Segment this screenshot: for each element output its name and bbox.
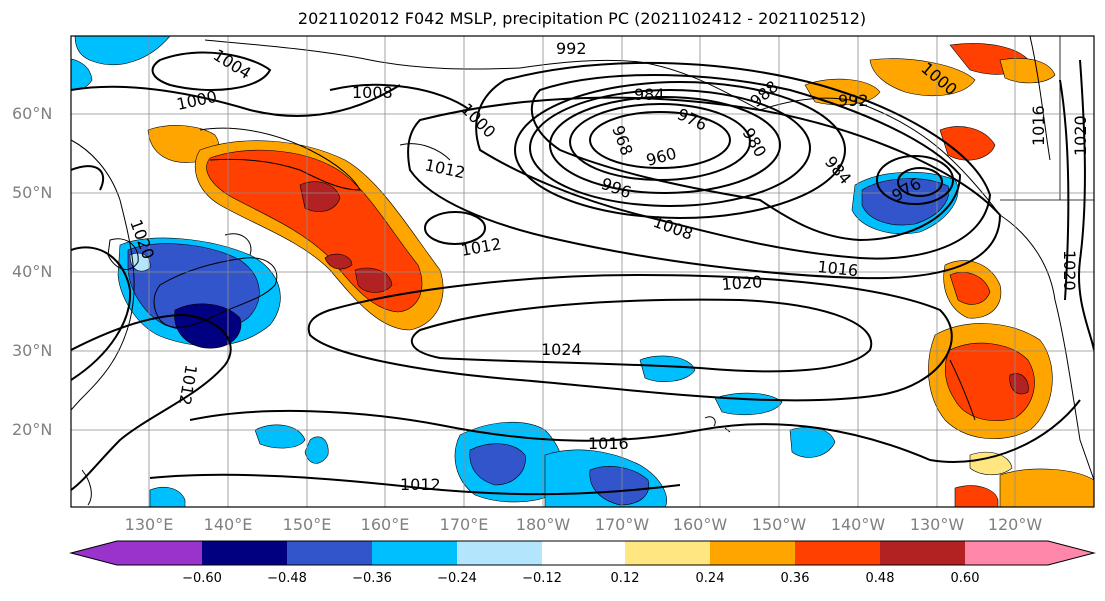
colorbar-tick-label: 0.24 — [695, 571, 725, 586]
gridlines — [71, 36, 1094, 507]
isobar-label: 992 — [838, 91, 869, 110]
latitude-label: 50°N — [12, 183, 53, 202]
isobar-label: 1020 — [1060, 250, 1079, 291]
colorbar-bin — [965, 541, 1048, 565]
latitude-label: 20°N — [12, 420, 53, 439]
isobar-label: 1016 — [588, 434, 629, 453]
colorbar-bin — [542, 541, 625, 565]
colorbar — [69, 540, 1096, 566]
longitude-label: 130°E — [124, 515, 174, 534]
isobar-label: 1020 — [1071, 115, 1090, 156]
latitude-label: 40°N — [12, 262, 53, 281]
isobar-label: 1016 — [817, 257, 859, 280]
colorbar-tick-label: −0.36 — [352, 571, 392, 586]
isobar-label: 984 — [634, 85, 665, 104]
colorbar-outline — [69, 540, 1096, 566]
latitude-label: 30°N — [12, 341, 53, 360]
coastlines — [71, 36, 1094, 506]
colorbar-tick-label: 0.36 — [780, 571, 810, 586]
longitude-label: 160°W — [672, 515, 728, 534]
colorbar-bin — [710, 541, 795, 565]
longitude-label: 130°W — [909, 515, 965, 534]
colorbar-bin — [372, 541, 457, 565]
isobar-label: 992 — [556, 39, 587, 58]
colorbar-tick-label: −0.60 — [182, 571, 222, 586]
colorbar-bin — [625, 541, 710, 565]
colorbar-tick-label: 0.48 — [865, 571, 895, 586]
colorbar-bin — [117, 541, 202, 565]
colorbar-bin — [795, 541, 880, 565]
longitude-label: 180°W — [515, 515, 571, 534]
isobar-label: 1008 — [352, 83, 393, 102]
colorbar-tick-label: 0.12 — [610, 571, 640, 586]
longitude-label: 170°W — [594, 515, 650, 534]
map-panel: 1004 992 1000 1008 984 976 968 1000 960 … — [71, 36, 1094, 507]
longitude-label: 150°W — [751, 515, 807, 534]
map-border — [70, 35, 1095, 508]
isobars — [71, 51, 1094, 496]
colorbar-bin — [880, 541, 965, 565]
longitude-label: 150°E — [282, 515, 332, 534]
latitude-label: 60°N — [12, 104, 53, 123]
colorbar-tick-label: 0.60 — [950, 571, 980, 586]
colorbar-max-arrow — [1048, 541, 1094, 565]
isobar-label: 1024 — [541, 340, 582, 359]
longitude-label: 140°W — [830, 515, 886, 534]
colorbar-tick-label: −0.12 — [522, 571, 562, 586]
colorbar-bin — [202, 541, 287, 565]
isobar-label: 1012 — [400, 475, 441, 494]
map-title: 2021102012 F042 MSLP, precipitation PC (… — [297, 9, 867, 28]
colorbar-bin — [457, 541, 542, 565]
colorbar-min-arrow — [71, 541, 117, 565]
longitude-label: 160°E — [360, 515, 410, 534]
longitude-label: 140°E — [203, 515, 253, 534]
longitude-label: 120°W — [987, 515, 1043, 534]
colorbar-bin — [287, 541, 372, 565]
colorbar-tick-label: −0.24 — [437, 571, 477, 586]
isobar-label: 1016 — [1029, 105, 1048, 146]
longitude-label: 170°E — [439, 515, 489, 534]
colorbar-tick-label: −0.48 — [267, 571, 307, 586]
isobar-label: 1020 — [721, 272, 763, 294]
